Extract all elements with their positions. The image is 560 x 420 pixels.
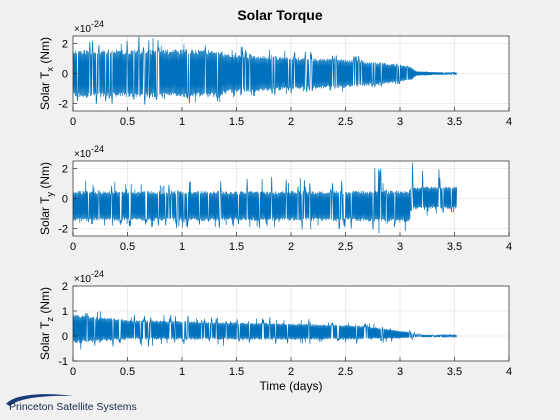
x-axis-label: Time (days)	[260, 379, 323, 393]
y-axis-label: Solar Tz (Nm)	[38, 287, 55, 360]
x-tick-label: 2.5	[338, 366, 353, 378]
x-tick-label: 1.5	[229, 116, 244, 128]
x-tick-label: 1	[179, 366, 185, 378]
psslogo-icon	[6, 394, 74, 406]
y-tick-label: -2	[58, 224, 68, 236]
y-axis-label: Solar Tx (Nm)	[38, 37, 55, 110]
y-exponent-label: ×10-24	[74, 269, 104, 285]
y-tick-label: 2	[62, 164, 68, 176]
y-exponent-label: ×10-24	[74, 19, 104, 35]
x-tick-label: 0	[70, 116, 76, 128]
x-tick-label: 0.5	[120, 366, 135, 378]
x-tick-label: 0.5	[120, 241, 135, 253]
x-tick-label: 3.5	[447, 116, 462, 128]
series-line	[73, 36, 458, 105]
x-tick-label: 4	[506, 366, 512, 378]
x-tick-label: 0	[70, 366, 76, 378]
x-tick-label: 0.5	[120, 116, 135, 128]
x-tick-label: 3	[397, 116, 403, 128]
y-tick-label: 2	[62, 281, 68, 293]
y-tick-label: 0	[62, 331, 68, 343]
y-tick-label: -1	[58, 356, 68, 368]
x-tick-label: 3	[397, 241, 403, 253]
y-tick-label: 0	[62, 194, 68, 206]
series-line	[73, 162, 458, 234]
x-tick-label: 1.5	[229, 241, 244, 253]
y-tick-label: -2	[58, 99, 68, 111]
y-tick-label: 1	[62, 306, 68, 318]
x-tick-label: 3	[397, 366, 403, 378]
x-tick-label: 4	[506, 116, 512, 128]
x-tick-label: 2.5	[338, 241, 353, 253]
logo-swoosh	[6, 394, 74, 406]
x-tick-label: 1.5	[229, 366, 244, 378]
y-exponent-label: ×10-24	[74, 144, 104, 160]
x-tick-label: 4	[506, 241, 512, 253]
x-tick-label: 0	[70, 241, 76, 253]
logo-text: Princeton Satellite Systems	[9, 401, 137, 413]
x-tick-label: 3.5	[447, 241, 462, 253]
y-axis-label: Solar Ty (Nm)	[38, 162, 55, 235]
x-tick-label: 2	[288, 366, 294, 378]
x-tick-label: 3.5	[447, 366, 462, 378]
y-tick-label: 0	[62, 69, 68, 81]
y-tick-label: 2	[62, 39, 68, 51]
x-tick-label: 1	[179, 116, 185, 128]
x-tick-label: 2	[288, 241, 294, 253]
figure-title: Solar Torque	[237, 7, 323, 23]
series-line	[73, 311, 458, 350]
x-tick-label: 2.5	[338, 116, 353, 128]
x-tick-label: 1	[179, 241, 185, 253]
x-tick-label: 2	[288, 116, 294, 128]
